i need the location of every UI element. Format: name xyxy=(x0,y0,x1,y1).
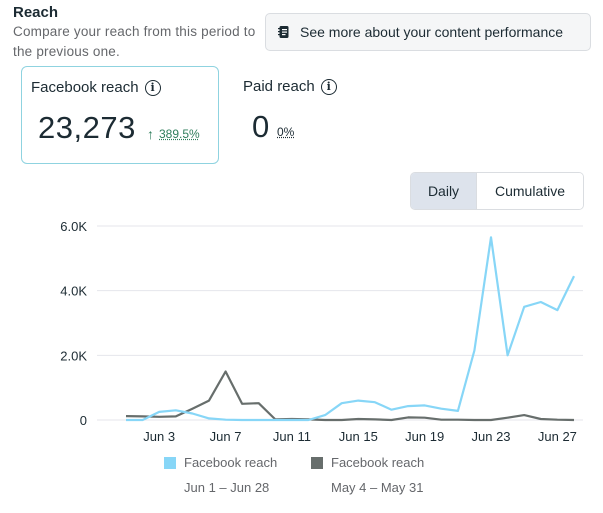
x-tick-label: Jun 23 xyxy=(472,429,511,444)
paid-reach-delta-value[interactable]: 0% xyxy=(277,125,295,139)
facebook-reach-label: Facebook reach xyxy=(31,79,139,96)
legend-previous-name: Facebook reach xyxy=(331,455,425,470)
paid-reach-card[interactable]: Paid reach i 0 0% xyxy=(243,66,393,164)
content-performance-label: See more about your content performance xyxy=(300,24,564,40)
toggle-cumulative-button[interactable]: Cumulative xyxy=(477,173,583,209)
paid-reach-label-row: Paid reach i xyxy=(243,78,337,95)
y-tick-label: 6.0K xyxy=(60,219,87,234)
info-icon[interactable]: i xyxy=(320,78,337,95)
legend-swatch-previous xyxy=(311,456,323,469)
x-tick-label: Jun 3 xyxy=(143,429,175,444)
x-tick-label: Jun 19 xyxy=(405,429,444,444)
paid-reach-delta: 0% xyxy=(277,125,294,139)
x-tick-label: Jun 11 xyxy=(273,429,311,444)
notebook-icon xyxy=(278,25,290,39)
legend-current-range: Jun 1 – Jun 28 xyxy=(184,480,270,495)
y-tick-label: 0 xyxy=(80,413,87,428)
facebook-reach-delta-value[interactable]: 389.5% xyxy=(159,127,200,141)
section-subtitle: Compare your reach from this period to t… xyxy=(13,24,256,59)
legend-item-current[interactable]: Facebook reach Jun 1 – Jun 28 xyxy=(164,455,277,495)
paid-reach-label: Paid reach xyxy=(243,78,315,95)
x-tick-label: Jun 7 xyxy=(210,429,242,444)
facebook-reach-card[interactable]: Facebook reach i 23,273 ↑ 389.5% xyxy=(21,66,219,164)
view-toggle: Daily Cumulative xyxy=(410,172,584,210)
facebook-reach-delta: ↑ 389.5% xyxy=(147,126,200,142)
arrow-up-icon: ↑ xyxy=(147,126,154,142)
facebook-reach-value: 23,273 xyxy=(38,110,136,145)
legend-swatch-current xyxy=(164,456,176,469)
legend-previous-range: May 4 – May 31 xyxy=(331,480,424,495)
legend-current-name: Facebook reach xyxy=(184,455,278,470)
content-performance-button[interactable]: See more about your content performance xyxy=(265,13,591,51)
facebook-reach-label-row: Facebook reach i xyxy=(31,79,161,96)
info-icon[interactable]: i xyxy=(144,79,161,96)
y-tick-label: 2.0K xyxy=(60,348,87,363)
toggle-daily-button[interactable]: Daily xyxy=(411,173,477,209)
y-tick-label: 4.0K xyxy=(60,284,87,299)
section-title: Reach xyxy=(13,4,59,21)
paid-reach-value: 0 xyxy=(252,109,270,144)
series-line-current xyxy=(126,236,575,422)
x-tick-label: Jun 27 xyxy=(538,429,577,444)
series-line-previous xyxy=(125,370,575,422)
legend-item-previous[interactable]: Facebook reach May 4 – May 31 xyxy=(311,455,424,495)
x-tick-label: Jun 15 xyxy=(339,429,378,444)
